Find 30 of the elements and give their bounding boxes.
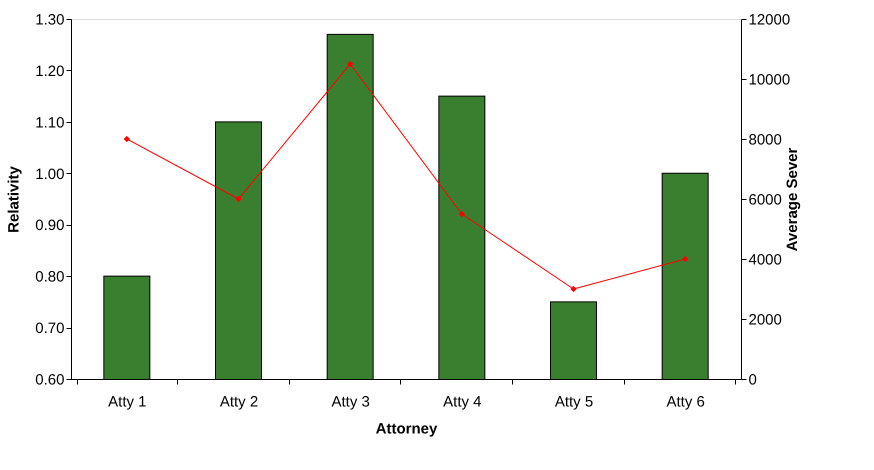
point — [458, 210, 465, 218]
y-axis-title: Relativity — [5, 166, 22, 233]
x-tick-label: Atty 1 — [108, 394, 147, 410]
y2-tick-label: 8000 — [748, 132, 782, 148]
y-tick-label: 0.70 — [35, 320, 64, 338]
y-tick-label: 1.00 — [35, 166, 64, 183]
y2-tick-label: 2000 — [748, 312, 782, 328]
x-tick-label: Atty 6 — [666, 394, 705, 410]
point — [570, 286, 577, 292]
y-tick-label: 0.80 — [35, 268, 64, 286]
point — [682, 256, 688, 262]
x-tick-label: Atty 4 — [443, 394, 482, 410]
y2-axis-title: Average Sever — [784, 148, 802, 252]
y-tick-label: 1.20 — [35, 62, 64, 80]
x-axis-title: Attorney — [376, 420, 438, 438]
y-tick-label: 0.60 — [35, 372, 64, 388]
x-tick-label: Atty 5 — [554, 394, 594, 410]
x-tick-label: Atty 2 — [220, 394, 258, 410]
y-tick-label: 1.10 — [35, 114, 64, 132]
point — [347, 60, 354, 68]
y2-tick-label: 6000 — [748, 192, 782, 208]
point — [124, 136, 130, 142]
y-tick-label: 1.30 — [35, 12, 64, 28]
y2-tick-label: 10000 — [748, 72, 790, 88]
y2-tick-label: 0 — [748, 372, 757, 388]
y2-tick-label: 4000 — [748, 252, 782, 268]
x-tick-label: Atty 3 — [331, 394, 370, 410]
y2-tick-label: 12000 — [748, 12, 790, 28]
y-tick-label: 0.90 — [35, 217, 64, 234]
point — [235, 196, 242, 202]
